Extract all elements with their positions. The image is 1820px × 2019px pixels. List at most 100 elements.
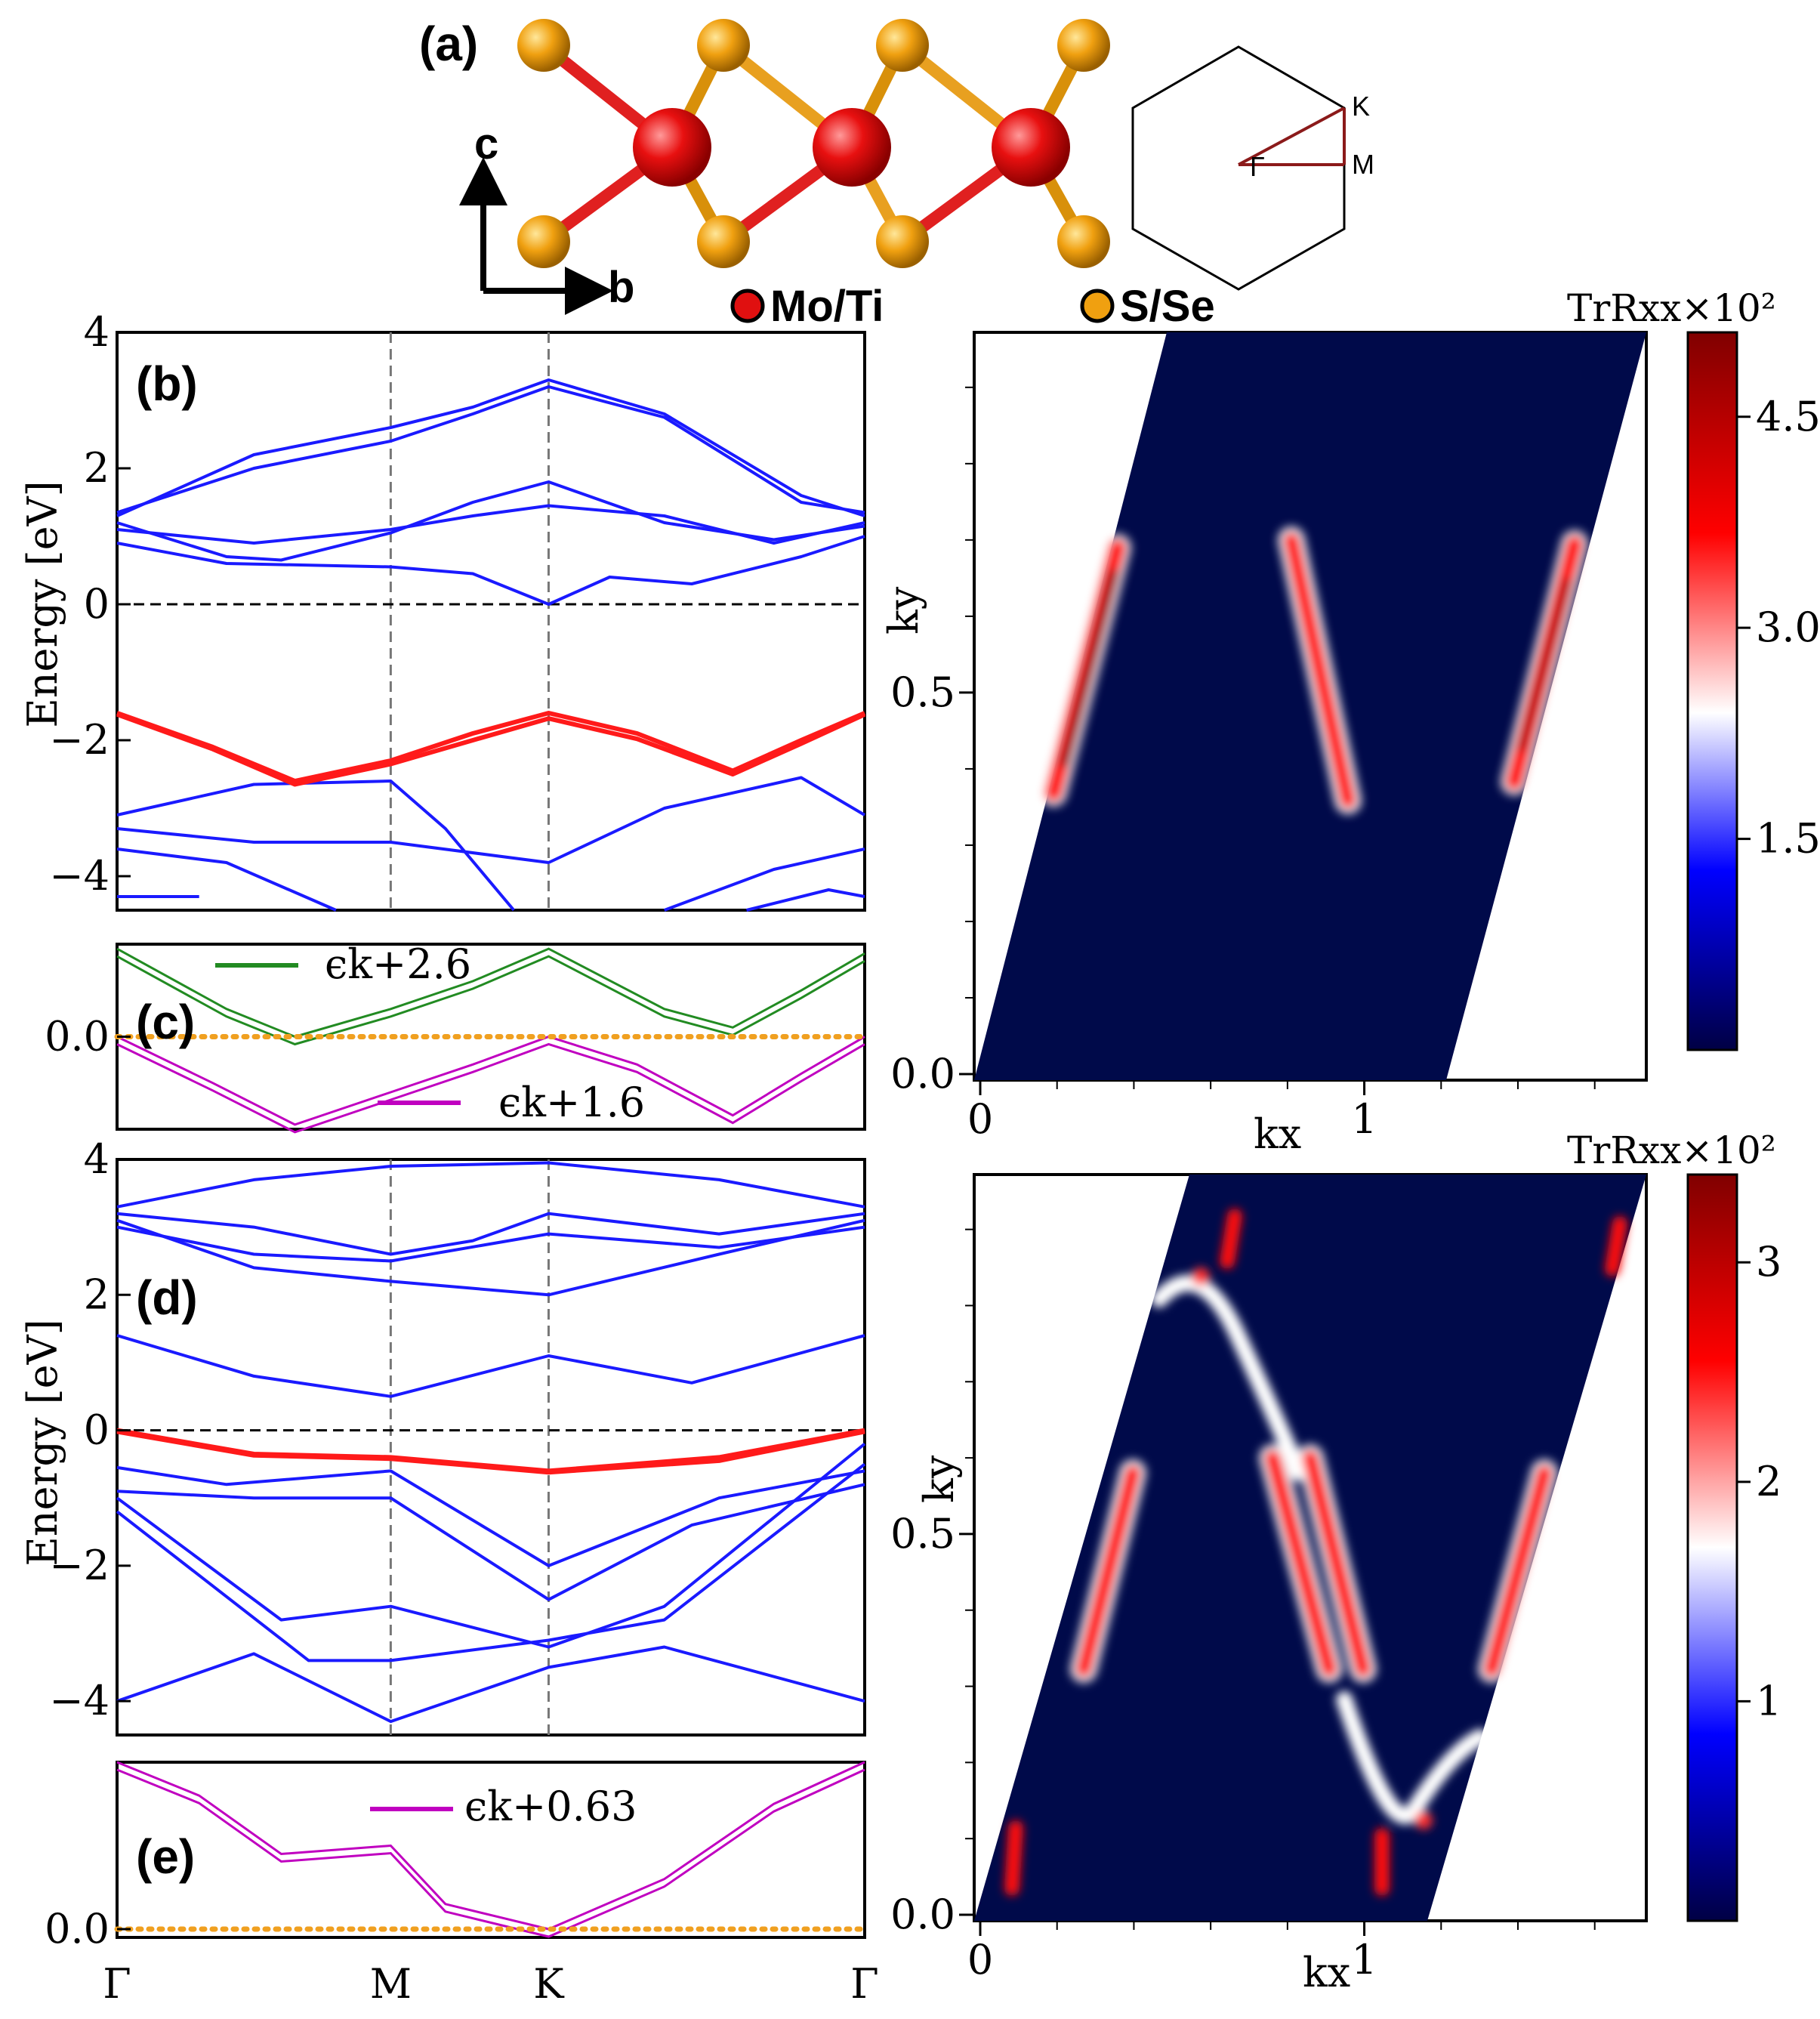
legend-magenta-label: ϵk+1.6 xyxy=(498,1079,645,1126)
band-line xyxy=(116,1225,865,1263)
kpath-label: K xyxy=(533,1960,565,2008)
panel-label-c: (c) xyxy=(136,995,195,1049)
band-line xyxy=(116,1218,865,1297)
band-shift-c: 0.0 (c) ϵk+2.6 ϵk+1.6 xyxy=(45,940,868,1134)
kpath-label: Γ xyxy=(103,1960,131,2008)
band-line xyxy=(116,1442,866,1649)
shifted-band-green xyxy=(116,947,865,1039)
shifted-band-green xyxy=(116,955,865,1046)
colorbar-tick-label: 1 xyxy=(1756,1677,1781,1724)
band-shift-e: 0.0 (e) ϵk+0.63 Γ M K Γ xyxy=(45,1761,879,2008)
band-line xyxy=(116,780,515,912)
heatmap-f: 0 1 0.0 0.5 (f) kx ky 4.5 3.0 1.5 TrRxx×10² xyxy=(880,286,1820,1158)
colorbar-f xyxy=(1686,331,1738,1051)
panel-label-f: (f) xyxy=(989,357,1038,411)
ylabel-b: Energy [eV] xyxy=(19,480,66,727)
colorbar-tick-label: 4.5 xyxy=(1756,393,1820,440)
band-line xyxy=(664,847,865,912)
xtick-label: 0 xyxy=(967,1936,993,1983)
band-line xyxy=(116,504,865,545)
xtick-label: 1 xyxy=(1351,1095,1377,1143)
legend-e-label: ϵk+0.63 xyxy=(464,1783,637,1830)
shifted-band-magenta xyxy=(116,1042,865,1134)
ytick-label: 0.0 xyxy=(45,1013,110,1060)
ytick-label: 2 xyxy=(84,444,110,492)
shifted-band-magenta xyxy=(116,1035,865,1126)
axes-frame-e xyxy=(116,1761,866,1939)
legend-metal-dot xyxy=(730,289,765,323)
band-line xyxy=(116,1483,865,1601)
ytick-label: 0 xyxy=(84,1406,110,1454)
heatmap-features-g xyxy=(1004,1209,1627,1896)
band-line xyxy=(116,385,865,514)
ytick-label: 0 xyxy=(84,580,110,628)
axis-b-label: b xyxy=(608,263,634,312)
heatmap-features-f xyxy=(1040,526,1588,814)
atom-legend: Mo/Ti S/Se xyxy=(730,282,1215,331)
ytick-label: 0.0 xyxy=(45,1905,110,1953)
legend-chalcogen-label: S/Se xyxy=(1120,282,1215,331)
metal-atoms xyxy=(633,108,1070,187)
band-line xyxy=(116,847,337,912)
bz-gamma-label: Γ xyxy=(1250,151,1265,182)
band-line xyxy=(116,1465,865,1567)
xlabel-f: kx xyxy=(1254,1110,1301,1158)
band-line xyxy=(116,1161,865,1209)
panel-label-e: (e) xyxy=(136,1829,195,1884)
lattice-axes: c b xyxy=(459,119,634,315)
bz-M-label: M xyxy=(1352,149,1374,180)
panel-label-d: (d) xyxy=(136,1270,198,1325)
ytick-label: 0.0 xyxy=(890,1050,955,1097)
xlabel-g: kx xyxy=(1303,1949,1350,1996)
ytick-label: −2 xyxy=(49,716,110,764)
band-line xyxy=(116,776,866,864)
kpath-label: M xyxy=(370,1960,412,2008)
highlight-band-line xyxy=(116,711,866,783)
band-line xyxy=(116,378,865,517)
colorbar-tick-label: 1.5 xyxy=(1756,815,1820,863)
axis-c-label: c xyxy=(474,119,498,168)
ytick-label: 4 xyxy=(84,1135,110,1183)
band-line xyxy=(116,1645,865,1724)
band-structure-b: 4 2 0 −2 −4 (b) Energy [eV] xyxy=(19,308,866,912)
panel-label-a: (a) xyxy=(419,17,478,71)
bz-K-label: K xyxy=(1352,91,1370,122)
legend-metal-label: Mo/Ti xyxy=(770,282,884,331)
legend-green-label: ϵk+2.6 xyxy=(325,940,471,988)
legend-chalcogen-dot xyxy=(1080,289,1115,323)
ytick-label: 2 xyxy=(84,1270,110,1318)
colorbar-tick-label: 3 xyxy=(1756,1238,1781,1286)
structure-panel: (a) xyxy=(419,17,1374,331)
ylabel-g: ky xyxy=(915,1455,963,1503)
highlight-band-line xyxy=(116,1429,865,1475)
ytick-label: −4 xyxy=(49,1677,110,1724)
shifted-band-magenta xyxy=(116,1768,865,1938)
ytick-label: −4 xyxy=(49,852,110,900)
band-line xyxy=(116,535,865,606)
ytick-label: 0.0 xyxy=(890,1891,955,1938)
colorbar-tick-label: 3.0 xyxy=(1756,604,1820,651)
panel-label-b: (b) xyxy=(136,357,198,411)
colorbar-tick-label: 2 xyxy=(1756,1458,1781,1505)
colorbar-title-g: TrRxx×10² xyxy=(1567,1128,1776,1172)
chalcogen-atoms xyxy=(517,19,1110,268)
xtick-label: 1 xyxy=(1351,1936,1377,1983)
band-line xyxy=(116,1462,866,1662)
ylabel-d: Energy [eV] xyxy=(19,1319,66,1566)
heatmap-region-f xyxy=(974,332,1646,1080)
ytick-label: −2 xyxy=(49,1542,110,1589)
panel-label-g: (g) xyxy=(989,1199,1051,1253)
highlight-band-line xyxy=(116,712,866,787)
kpath-label: Γ xyxy=(850,1960,878,2008)
colorbar-title-f: TrRxx×10² xyxy=(1567,286,1776,330)
band-line xyxy=(116,1212,865,1256)
ytick-label: 4 xyxy=(84,308,110,356)
band-line xyxy=(116,1334,865,1398)
ytick-label: 0.5 xyxy=(890,668,955,716)
band-line xyxy=(746,888,865,912)
xtick-label: 0 xyxy=(967,1095,993,1143)
ytick-label: 0.5 xyxy=(890,1510,955,1557)
shifted-band-magenta xyxy=(116,1761,865,1931)
brillouin-zone: K M Γ xyxy=(1131,45,1374,291)
